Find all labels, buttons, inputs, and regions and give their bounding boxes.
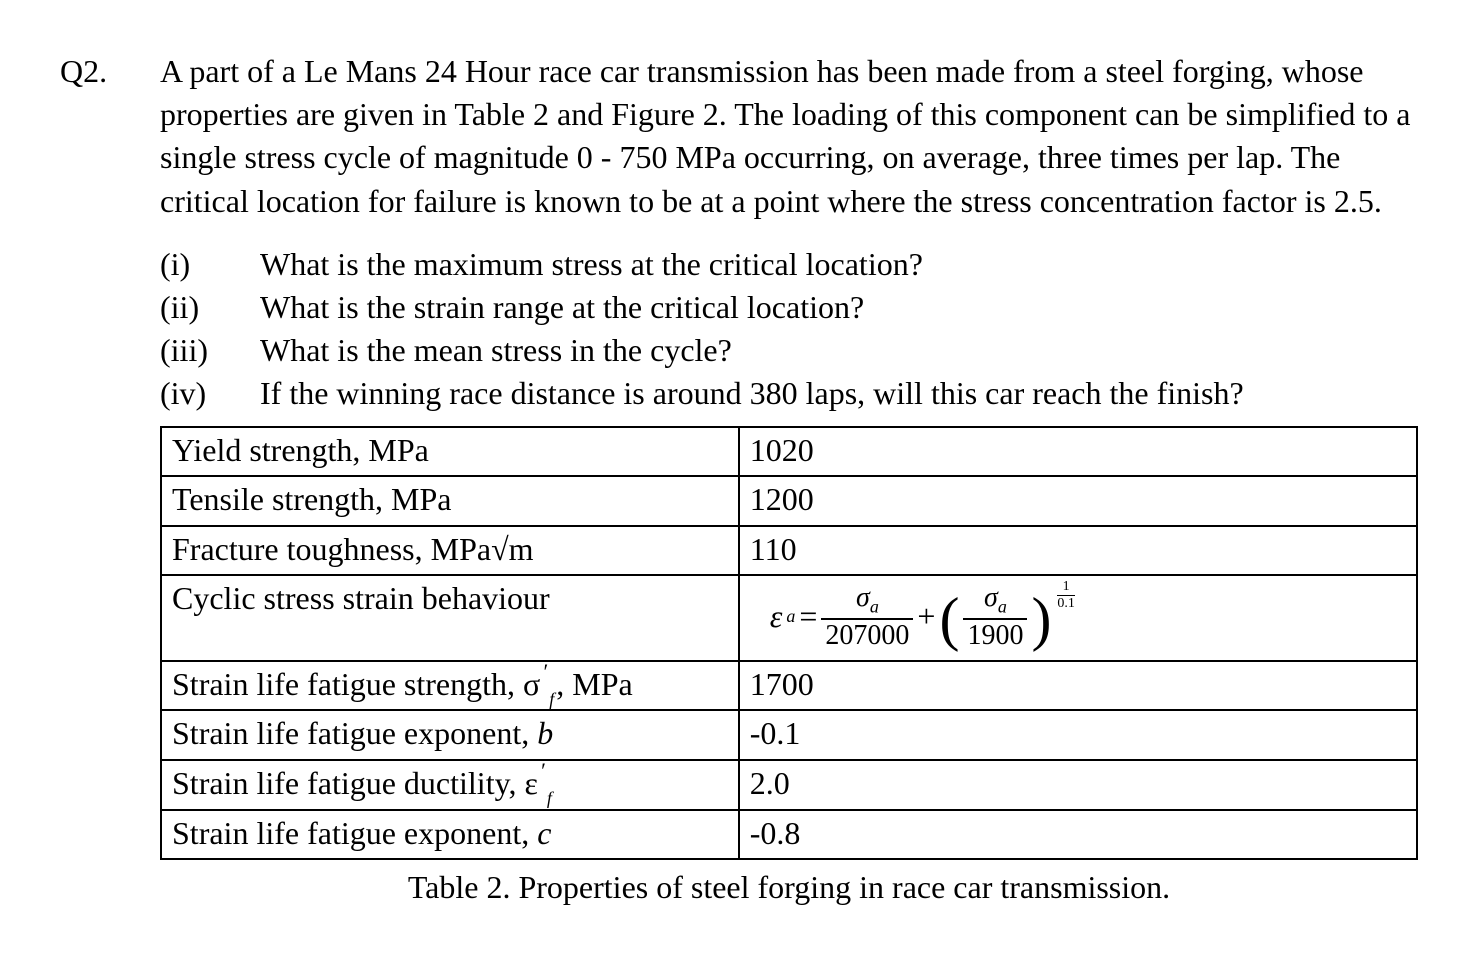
table-row: Fracture toughness, MPa√m 110 [161,526,1417,576]
subitem-label: (iv) [160,372,260,415]
table-cell-value: -0.1 [739,710,1417,760]
label-pre: Strain life fatigue exponent, [172,815,537,851]
exp-den: 0.1 [1057,597,1075,611]
exponent: 1 0.1 [1057,580,1075,611]
subitem-label: (iii) [160,329,260,372]
properties-table: Yield strength, MPa 1020 Tensile strengt… [160,426,1418,861]
table-caption: Table 2. Properties of steel forging in … [160,866,1418,909]
subitem-text: What is the maximum stress at the critic… [260,243,1418,286]
table-cell-value: 2.0 [739,760,1417,810]
fraction: σa 207000 [821,584,913,650]
table-cell-value: 1200 [739,476,1417,526]
table-cell-label: Tensile strength, MPa [161,476,739,526]
table-cell-value: 1020 [739,427,1417,477]
label-pre: Strain life fatigue strength, [172,666,523,702]
label-pre: Strain life fatigue exponent, [172,715,537,751]
sigma-f-prime-symbol: σ′f [523,664,540,706]
label-post: , MPa [556,666,632,702]
table-row: Yield strength, MPa 1020 [161,427,1417,477]
table-row: Strain life fatigue exponent, c -0.8 [161,810,1417,860]
exp-num: 1 [1063,580,1070,594]
table-cell-label: Strain life fatigue strength, σ′f , MPa [161,661,739,711]
subitem: (i) What is the maximum stress at the cr… [160,243,1418,286]
table-cell-label: Cyclic stress strain behaviour [161,575,739,661]
symbol-b: b [537,715,553,751]
subitem-label: (i) [160,243,260,286]
subitem: (ii) What is the strain range at the cri… [160,286,1418,329]
table-cell-label: Yield strength, MPa [161,427,739,477]
table-row: Strain life fatigue strength, σ′f , MPa … [161,661,1417,711]
subitem: (iii) What is the mean stress in the cyc… [160,329,1418,372]
subitem-text: What is the strain range at the critical… [260,286,1418,329]
cyclic-formula: εa = σa 207000 + ( σa [750,578,1075,656]
eps-f-prime-symbol: ε′f [525,763,538,805]
page: Q2. A part of a Le Mans 24 Hour race car… [0,0,1478,972]
label-pre: Strain life fatigue ductility, [172,765,525,801]
question-row: Q2. A part of a Le Mans 24 Hour race car… [60,50,1418,909]
subitem-label: (ii) [160,286,260,329]
table-cell-label: Strain life fatigue ductility, ε′f [161,760,739,810]
table-cell-value: -0.8 [739,810,1417,860]
subitem-text: What is the mean stress in the cycle? [260,329,1418,372]
table-row: Strain life fatigue exponent, b -0.1 [161,710,1417,760]
question-label: Q2. [60,50,160,93]
symbol-c: c [537,815,551,851]
question-body: A part of a Le Mans 24 Hour race car tra… [160,50,1418,909]
table-cell-value: 110 [739,526,1417,576]
question-intro: A part of a Le Mans 24 Hour race car tra… [160,50,1418,223]
subitem-text: If the winning race distance is around 3… [260,372,1418,415]
subitem-list: (i) What is the maximum stress at the cr… [160,243,1418,416]
subitem: (iv) If the winning race distance is aro… [160,372,1418,415]
k-prime: 1900 [963,622,1027,650]
table-cell-value: 1700 [739,661,1417,711]
elastic-modulus: 207000 [821,622,913,650]
table-cell-label: Strain life fatigue exponent, c [161,810,739,860]
table-cell-value: εa = σa 207000 + ( σa [739,575,1417,661]
fraction: σa 1900 [963,584,1027,650]
table-cell-label: Fracture toughness, MPa√m [161,526,739,576]
table-row: Tensile strength, MPa 1200 [161,476,1417,526]
table-cell-label: Strain life fatigue exponent, b [161,710,739,760]
table-row: Strain life fatigue ductility, ε′f 2.0 [161,760,1417,810]
table-row: Cyclic stress strain behaviour εa = σa 2… [161,575,1417,661]
